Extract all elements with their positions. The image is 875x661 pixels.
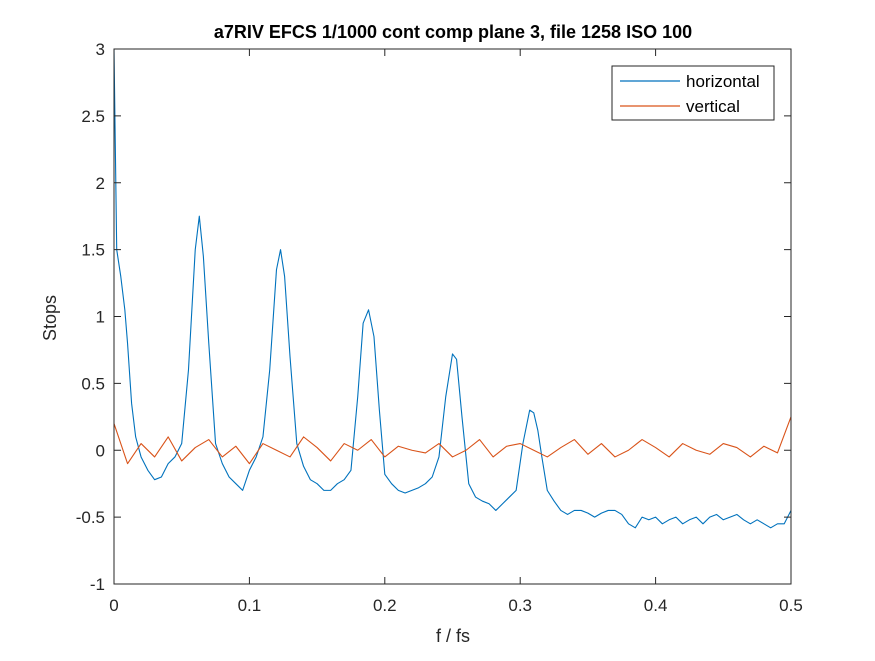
axes: 0 0.1 0.2 0.3 0.4 0.5 -1 -0.5 0 0.5 1 1.5 2 2.5 3 [76,40,803,615]
x-tick-label: 0.2 [373,596,397,615]
legend-box [611,65,775,121]
plot-area [114,49,791,584]
y-tick-label: 0.5 [81,374,105,393]
y-tick-label: -0.5 [76,508,105,527]
chart-title: a7RIV EFCS 1/1000 cont comp plane 3, fil… [214,22,692,42]
series-line-horizontal [114,49,791,529]
x-tick-label: 0.4 [644,596,668,615]
y-tick-label: 1.5 [81,241,105,260]
y-tick-label: 0 [96,441,105,460]
y-tick-label: 2.5 [81,107,105,126]
axes-box [113,48,792,585]
x-tick-label: 0.5 [779,596,803,615]
x-axis-label: f / fs [436,626,470,646]
y-tick-label: 3 [96,40,105,59]
x-tick-label: 0 [109,596,118,615]
y-tick-label: 2 [96,174,105,193]
legend: horizontal vertical [611,65,775,121]
legend-label-vertical: vertical [686,97,740,116]
series-line-vertical [114,416,791,465]
plot-background [114,49,791,584]
y-tick-label: 1 [96,308,105,327]
x-tick-label: 0.1 [238,596,262,615]
legend-label-horizontal: horizontal [686,72,760,91]
series-layer [114,49,791,529]
y-tick-label: -1 [90,575,105,594]
x-tick-label: 0.3 [508,596,532,615]
y-axis-label: Stops [40,295,60,341]
